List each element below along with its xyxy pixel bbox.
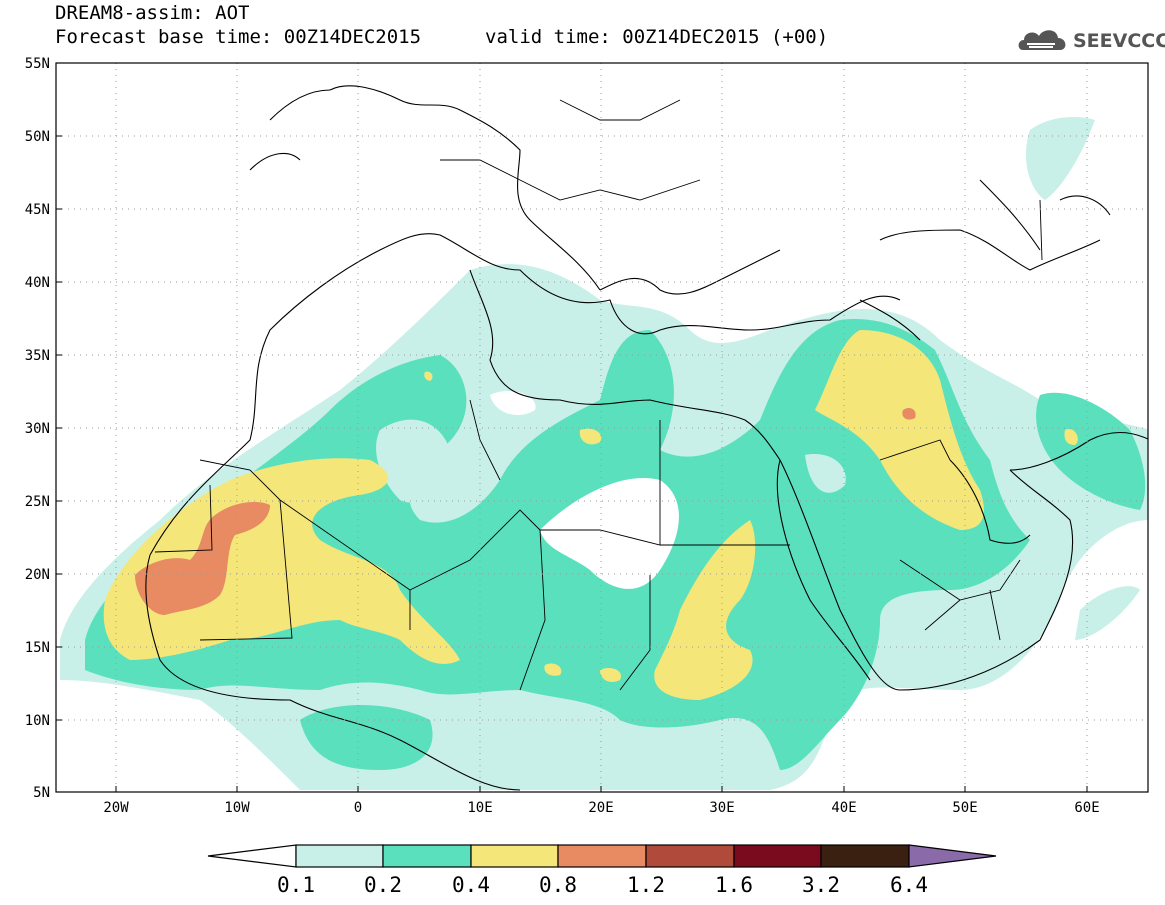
colorbar-seg-1 bbox=[295, 844, 384, 868]
lat-label-25n: 25N bbox=[25, 494, 50, 510]
lat-label-50n: 50N bbox=[25, 129, 50, 145]
colorbar-seg-6 bbox=[733, 844, 822, 868]
axis-ticks bbox=[56, 62, 1088, 793]
colorbar-seg-2 bbox=[382, 844, 472, 868]
colorbar-label-4: 1.2 bbox=[627, 873, 665, 897]
lon-label-20w: 20W bbox=[103, 800, 129, 816]
lat-label-40n: 40N bbox=[25, 275, 50, 291]
lon-label-50e: 50E bbox=[952, 800, 977, 816]
valid-time: valid time: 00Z14DEC2015 (+00) bbox=[485, 26, 829, 48]
colorbar bbox=[207, 844, 997, 868]
logo-text: SEEVCCC bbox=[1073, 30, 1165, 52]
map-subtitle: Forecast base time: 00Z14DEC2015 valid ti… bbox=[55, 26, 828, 48]
colorbar-label-5: 1.6 bbox=[715, 873, 753, 897]
colorbar-label-2: 0.4 bbox=[452, 873, 490, 897]
lat-label-5n: 5N bbox=[33, 785, 50, 801]
lat-label-55n: 55N bbox=[25, 56, 50, 72]
latitude-labels: 55N 50N 45N 40N 35N 30N 25N 20N 15N 10N … bbox=[25, 56, 50, 801]
lon-label-20e: 20E bbox=[588, 800, 613, 816]
colorbar-label-3: 0.8 bbox=[539, 873, 577, 897]
aot-contours bbox=[60, 117, 1148, 790]
colorbar-seg-4 bbox=[557, 844, 647, 868]
longitude-labels: 20W 10W 0 10E 20E 30E 40E 50E 60E bbox=[103, 800, 1099, 816]
lon-label-40e: 40E bbox=[831, 800, 856, 816]
lat-label-45n: 45N bbox=[25, 202, 50, 218]
colorbar-label-7: 6.4 bbox=[890, 873, 928, 897]
colorbar-label-6: 3.2 bbox=[802, 873, 840, 897]
colorbar-label-0: 0.1 bbox=[277, 873, 315, 897]
colorbar-labels: 0.1 0.2 0.4 0.8 1.2 1.6 3.2 6.4 bbox=[277, 873, 928, 897]
lat-label-10n: 10N bbox=[25, 713, 50, 729]
colorbar-seg-7 bbox=[820, 844, 910, 868]
map-title: DREAM8-assim: AOT bbox=[55, 2, 250, 24]
colorbar-seg-8 bbox=[908, 844, 997, 868]
lon-label-10e: 10E bbox=[467, 800, 492, 816]
lat-label-30n: 30N bbox=[25, 421, 50, 437]
lat-label-20n: 20N bbox=[25, 567, 50, 583]
cloud-icon bbox=[1018, 30, 1066, 50]
lon-label-0: 0 bbox=[354, 800, 362, 816]
coastlines bbox=[145, 85, 1148, 791]
grid-lines bbox=[56, 63, 1148, 792]
colorbar-seg-0 bbox=[207, 844, 297, 868]
lon-label-10w: 10W bbox=[224, 800, 250, 816]
lat-label-35n: 35N bbox=[25, 348, 50, 364]
lon-label-60e: 60E bbox=[1074, 800, 1099, 816]
colorbar-seg-5 bbox=[645, 844, 735, 868]
seevccc-logo: SEEVCCC bbox=[1015, 22, 1165, 58]
colorbar-label-1: 0.2 bbox=[364, 873, 402, 897]
forecast-base-time: Forecast base time: 00Z14DEC2015 bbox=[55, 26, 422, 48]
lat-label-15n: 15N bbox=[25, 640, 50, 656]
country-borders bbox=[154, 99, 1043, 691]
lon-label-30e: 30E bbox=[709, 800, 734, 816]
colorbar-seg-3 bbox=[470, 844, 559, 868]
